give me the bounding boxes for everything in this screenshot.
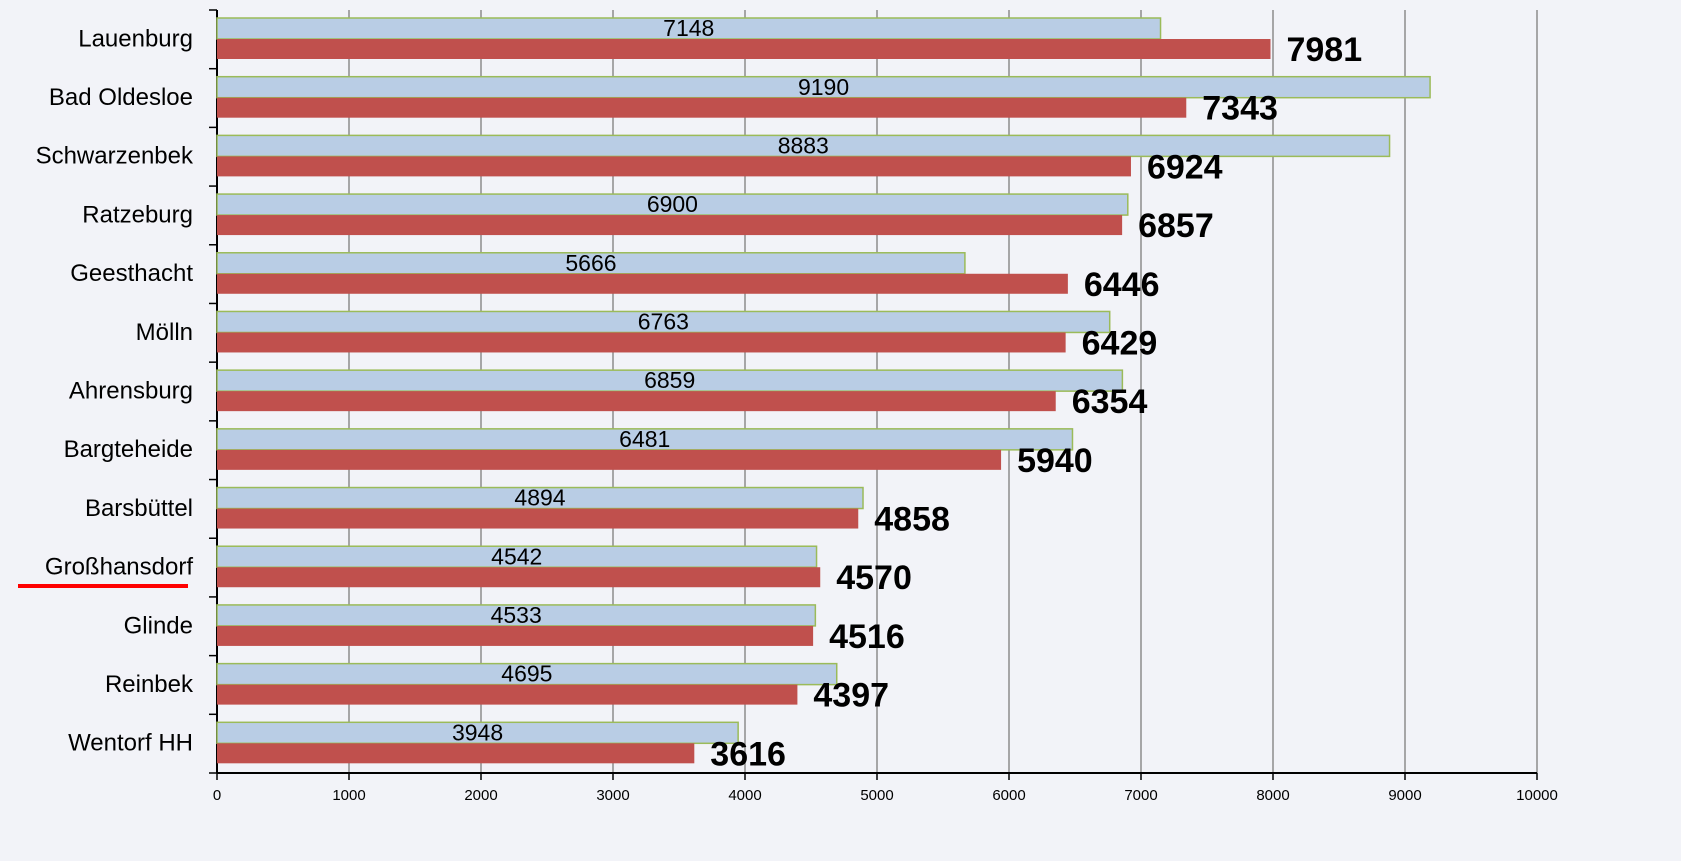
data-label: 6900: [647, 191, 698, 217]
data-label: 4533: [491, 602, 542, 628]
y-tick-label: Bargteheide: [64, 436, 193, 463]
y-tick-label: Schwarzenbek: [36, 143, 194, 170]
data-label: 4542: [491, 543, 542, 569]
data-label: 7343: [1202, 90, 1278, 128]
y-tick-label: Mölln: [136, 319, 193, 346]
x-tick-label: 8000: [1256, 787, 1289, 804]
x-tick-label: 1000: [332, 787, 365, 804]
y-tick-label: Glinde: [124, 612, 193, 639]
bar: [217, 449, 1002, 470]
bar: [217, 391, 1056, 412]
bar: [217, 215, 1123, 236]
data-label: 5940: [1017, 442, 1093, 480]
y-tick-label: Lauenburg: [78, 25, 193, 52]
y-tick-label: Bad Oldesloe: [49, 84, 193, 111]
data-label: 4397: [813, 677, 889, 715]
bar: [217, 39, 1271, 59]
y-tick-label: Geesthacht: [70, 260, 193, 287]
data-label: 4570: [836, 559, 912, 597]
data-label: 4858: [874, 501, 950, 539]
data-label: 6859: [644, 367, 695, 393]
y-tick-label: Barsbüttel: [85, 495, 193, 522]
data-label: 9190: [798, 74, 849, 100]
x-tick-label: 9000: [1388, 787, 1421, 804]
y-tick-label: Ahrensburg: [69, 377, 193, 404]
bar: [217, 97, 1187, 118]
bar: [217, 273, 1068, 294]
y-tick-label: Wentorf HH: [68, 730, 193, 757]
bar: [217, 156, 1131, 177]
x-tick-label: 4000: [728, 787, 761, 804]
y-tick-label: Reinbek: [105, 671, 194, 698]
data-label: 4894: [514, 485, 565, 511]
data-label: 7148: [663, 15, 714, 41]
bar: [217, 508, 859, 529]
data-label: 8883: [778, 132, 829, 158]
highlight-underline: [18, 584, 188, 588]
x-tick-label: 2000: [464, 787, 497, 804]
bar: [217, 625, 814, 646]
x-tick-label: 0: [213, 787, 221, 804]
data-label: 6429: [1082, 324, 1158, 362]
data-label: 6446: [1084, 266, 1160, 304]
data-label: 6924: [1147, 148, 1223, 186]
data-label: 7981: [1286, 31, 1362, 69]
x-tick-label: 6000: [992, 787, 1025, 804]
data-label: 6763: [638, 309, 689, 335]
bar: [217, 743, 695, 764]
data-label: 6354: [1072, 383, 1148, 421]
bar: [217, 332, 1066, 353]
data-label: 4516: [829, 618, 905, 656]
data-label: 6857: [1138, 207, 1214, 245]
x-tick-label: 7000: [1124, 787, 1157, 804]
data-label: 4695: [501, 661, 552, 687]
data-label: 3948: [452, 719, 503, 745]
data-label: 6481: [619, 426, 670, 452]
x-tick-label: 3000: [596, 787, 629, 804]
data-label: 3616: [710, 735, 786, 773]
y-tick-label: Großhansdorf: [45, 554, 193, 581]
y-tick-label: Ratzeburg: [82, 201, 193, 228]
bar: [217, 567, 821, 588]
data-label: 5666: [565, 250, 616, 276]
x-tick-label: 5000: [860, 787, 893, 804]
bar: [217, 684, 798, 705]
x-tick-label: 10000: [1516, 787, 1558, 804]
